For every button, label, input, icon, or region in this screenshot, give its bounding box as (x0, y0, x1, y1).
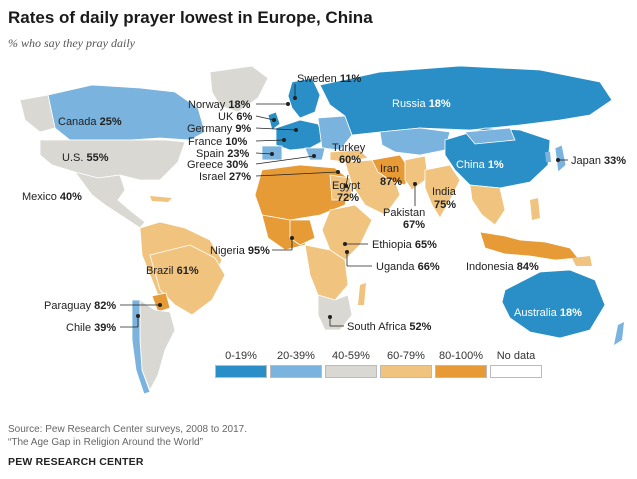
label-greece: Greece 30% (187, 159, 248, 171)
legend-swatch (325, 365, 377, 378)
label-mexico: Mexico 40% (22, 191, 82, 203)
region-southern-africa (317, 294, 353, 331)
chart-title: Rates of daily prayer lowest in Europe, … (8, 8, 373, 27)
source-report: “The Age Gap in Religion Around the Worl… (8, 437, 203, 448)
legend-swatch (490, 365, 542, 378)
label-chile: Chile 39% (66, 322, 116, 334)
legend-item: 0-19% (215, 350, 267, 378)
region-caribbean (150, 196, 172, 202)
label-turkey-name: Turkey (332, 142, 366, 154)
region-indonesia (479, 231, 579, 261)
region-balkans (304, 147, 326, 161)
label-canada: Canada 25% (58, 116, 122, 128)
label-us: U.S. 55% (62, 152, 109, 164)
source-note: Source: Pew Research Center surveys, 200… (8, 423, 247, 449)
leader-lines (120, 84, 568, 328)
region-mexico (74, 171, 146, 229)
legend-item: 40-59% (325, 350, 377, 378)
label-iran-name: Iran (380, 163, 399, 175)
label-pakistan-name: Pakistan (383, 207, 425, 219)
region-mongolia (464, 127, 516, 145)
region-scandinavia (287, 77, 321, 119)
label-australia: Australia 18% (514, 307, 582, 319)
region-india (424, 164, 461, 219)
label-spain: Spain 23% (196, 148, 249, 160)
org-name: PEW RESEARCH CENTER (8, 456, 144, 468)
region-alaska (19, 94, 56, 133)
label-brazil: Brazil 61% (146, 265, 199, 277)
region-eastern-europe (317, 115, 353, 151)
region-japan (554, 144, 567, 173)
region-paraguay (151, 292, 171, 313)
label-sweden: Sweden 11% (297, 73, 361, 85)
label-iran-value: 87% (380, 176, 402, 188)
region-nigeria (289, 219, 316, 246)
region-east-africa (321, 204, 373, 261)
region-australia (501, 269, 606, 339)
legend-swatch (270, 365, 322, 378)
label-pakistan-value: 67% (403, 219, 425, 231)
label-france: France 10% (188, 136, 248, 148)
region-us (39, 139, 186, 181)
legend-item: No data (490, 350, 542, 378)
legend-item: 60-79% (380, 350, 432, 378)
region-canada (47, 84, 206, 141)
label-uganda: Uganda 66% (376, 261, 440, 273)
legend-swatch (215, 365, 267, 378)
region-greenland (209, 65, 269, 113)
legend-swatch (380, 365, 432, 378)
region-central-asia (379, 127, 451, 156)
region-korea (545, 152, 551, 162)
region-png (572, 256, 592, 266)
label-nigeria: Nigeria 95% (210, 245, 270, 257)
legend-swatch (435, 365, 487, 378)
map-legend: 0-19% 20-39% 40-59% 60-79% 80-100% No da… (215, 350, 545, 386)
region-chile (131, 299, 151, 395)
chart-subtitle: % who say they pray daily (8, 36, 135, 50)
region-central-africa (304, 244, 349, 301)
region-russia (319, 65, 613, 136)
region-pakistan (404, 155, 429, 191)
label-paraguay: Paraguay 82% (44, 300, 116, 312)
label-uk: UK 6% (218, 111, 252, 123)
label-indonesia: Indonesia 84% (466, 261, 539, 273)
region-southeast-asia (469, 184, 506, 226)
legend-item: 80-100% (435, 350, 487, 378)
legend-item: 20-39% (270, 350, 322, 378)
legend-label: No data (496, 350, 536, 362)
region-new-zealand (614, 322, 624, 345)
label-israel: Israel 27% (199, 171, 251, 183)
label-russia: Russia 18% (392, 98, 451, 110)
region-philippines (530, 198, 540, 220)
region-turkey (329, 149, 369, 163)
leader-dots (136, 96, 560, 319)
label-china: China 1% (456, 159, 504, 171)
label-germany: Germany 9% (187, 123, 251, 135)
label-turkey-value: 60% (339, 154, 361, 166)
region-madagascar (358, 283, 366, 305)
source-line: Source: Pew Research Center surveys, 200… (8, 424, 248, 435)
legend-label: 20-39% (277, 350, 315, 362)
label-egypt-name: Egypt (332, 180, 360, 192)
region-iran (371, 154, 411, 186)
legend-label: 40-59% (332, 350, 370, 362)
region-argentina (139, 299, 176, 391)
label-south-africa: South Africa 52% (347, 321, 432, 333)
label-japan: Japan 33% (571, 155, 626, 167)
label-india-name: India (432, 186, 457, 198)
legend-label: 0-19% (225, 350, 257, 362)
label-norway: Norway 18% (188, 99, 251, 111)
legend-label: 80-100% (438, 350, 484, 362)
label-ethiopia: Ethiopia 65% (372, 239, 437, 251)
label-egypt-value: 72% (337, 192, 359, 204)
region-western-europe (275, 119, 326, 151)
legend-label: 60-79% (387, 350, 425, 362)
label-india-value: 75% (434, 199, 456, 211)
